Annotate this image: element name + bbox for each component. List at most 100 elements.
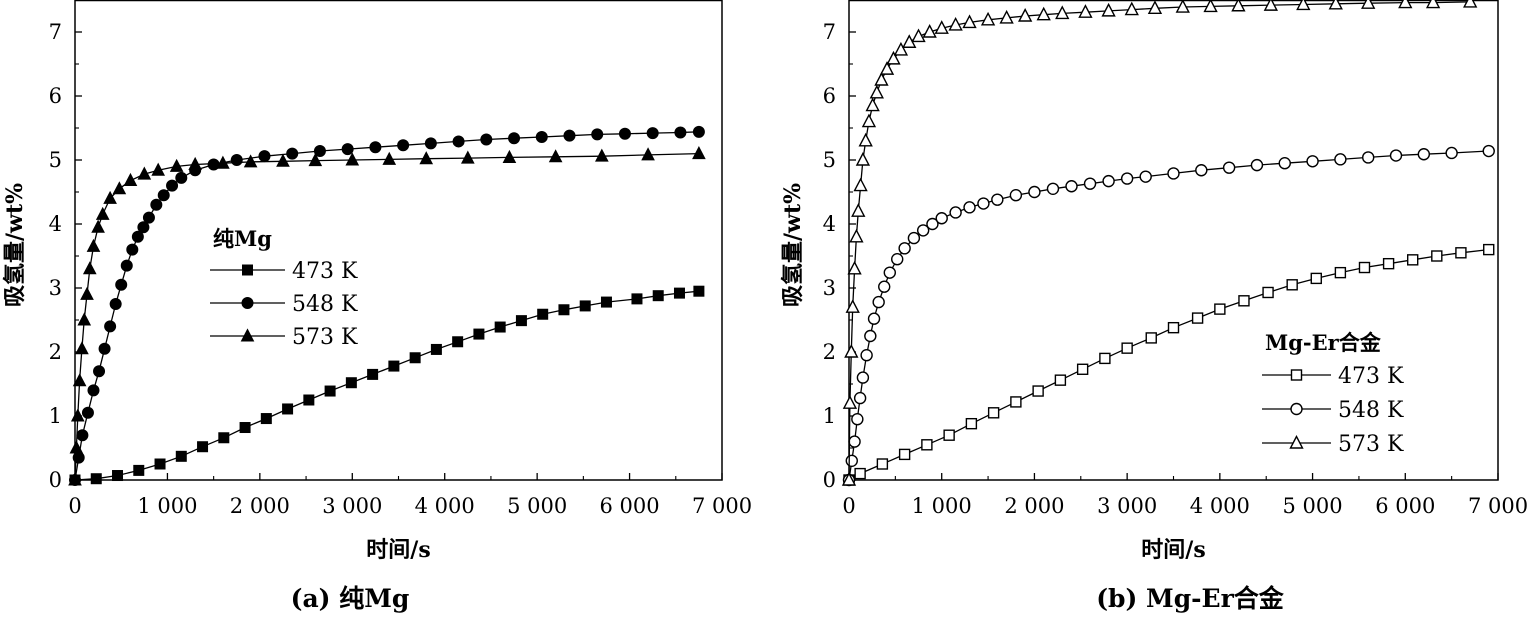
circle-marker	[1102, 174, 1115, 188]
square-marker	[1455, 247, 1467, 259]
panel-caption: (b) Mg-Er合金	[1096, 584, 1285, 613]
square-marker	[90, 473, 102, 485]
square-marker	[494, 321, 506, 333]
legend-label: 573 K	[1338, 432, 1404, 457]
triangle-marker	[849, 228, 864, 243]
circle-marker	[851, 413, 864, 426]
circle-marker	[397, 139, 410, 152]
triangle-marker	[80, 286, 94, 300]
square-marker	[324, 385, 336, 397]
legend: Mg-Er合金 473 K 548 K 573 K	[1262, 330, 1404, 457]
square-marker	[452, 336, 464, 348]
triangle-marker	[112, 181, 127, 195]
x-tick-label: 6 000	[1375, 494, 1435, 518]
triangle-marker	[77, 312, 92, 326]
circle-marker	[508, 132, 521, 145]
circle-marker	[1195, 164, 1208, 177]
triangle-marker	[1231, 0, 1246, 12]
triangle-marker	[922, 23, 937, 38]
circle-marker	[137, 221, 150, 234]
y-tick-label: 1	[49, 404, 62, 428]
circle-marker	[424, 137, 437, 150]
circle-marker	[591, 128, 604, 141]
circle-marker	[907, 231, 921, 245]
circle-marker	[935, 212, 948, 225]
square-marker	[1310, 272, 1322, 285]
circle-marker	[258, 150, 271, 163]
y-tick-label: 0	[49, 468, 62, 492]
square-marker	[1262, 286, 1274, 299]
triangle-marker	[879, 61, 895, 75]
triangle-marker	[188, 156, 202, 170]
triangle-marker	[243, 154, 258, 168]
x-tick-label: 0	[68, 494, 81, 518]
triangle-marker	[75, 341, 89, 355]
triangle-marker	[123, 172, 138, 186]
triangle-marker	[1101, 2, 1116, 17]
circle-marker	[1120, 172, 1134, 185]
square-marker	[409, 352, 421, 364]
square-marker	[898, 448, 911, 461]
triangle-marker	[893, 41, 909, 56]
square-marker	[175, 450, 187, 462]
triangle-marker	[502, 149, 517, 163]
circle-marker	[1139, 170, 1152, 183]
series-548k	[842, 144, 1495, 487]
square-marker	[537, 308, 549, 320]
triangle-marker	[855, 151, 871, 166]
circle-marker	[142, 211, 155, 224]
triangle-marker	[1361, 0, 1376, 9]
square-marker	[600, 296, 612, 308]
x-tick-label: 0	[842, 494, 855, 518]
circle-marker	[230, 154, 243, 166]
square-marker	[154, 458, 166, 470]
square-marker	[987, 407, 1000, 419]
circle-marker	[109, 298, 122, 310]
panel-caption: (a) 纯Mg	[291, 584, 410, 613]
circle-marker	[166, 179, 179, 192]
square-marker	[388, 360, 400, 372]
triangle-marker	[980, 11, 996, 26]
circle-marker	[848, 435, 861, 448]
x-tick-label: 7 000	[1468, 494, 1528, 518]
square-marker	[367, 368, 379, 380]
legend-triangle-marker	[1289, 434, 1304, 449]
x-axis-title: 时间/s	[1141, 537, 1205, 563]
x-tick-label: 2 000	[1004, 494, 1064, 518]
square-marker	[1054, 374, 1067, 386]
triangle-marker	[861, 113, 877, 128]
triangle-marker	[1463, 0, 1478, 8]
x-tick-label: 1 000	[912, 494, 972, 518]
circle-marker	[1306, 155, 1319, 168]
triangle-marker	[1018, 7, 1033, 22]
legend-label: 573 K	[292, 325, 358, 350]
circle-marker	[1250, 158, 1264, 172]
triangle-marker	[841, 471, 857, 486]
circle-marker	[1167, 167, 1180, 180]
y-tick-label: 2	[49, 340, 62, 364]
square-marker	[260, 413, 272, 425]
triangle-marker	[308, 153, 323, 167]
x-tick-label: 4 000	[1190, 494, 1250, 518]
triangle-marker	[911, 28, 926, 43]
circle-marker	[692, 125, 705, 138]
legend-square-marker	[242, 264, 253, 276]
y-tick-label: 7	[49, 20, 62, 44]
series-573k	[841, 0, 1478, 486]
y-tick-label: 4	[49, 212, 62, 236]
square-marker	[112, 470, 124, 482]
square-marker	[854, 467, 866, 480]
y-tick-label: 0	[823, 468, 836, 492]
circle-marker	[1083, 177, 1097, 190]
square-marker	[1076, 363, 1089, 375]
square-marker	[1032, 385, 1044, 397]
triangle-marker	[1263, 0, 1279, 11]
x-tick-label: 7 000	[692, 494, 752, 518]
circle-marker	[949, 206, 962, 219]
circle-marker	[864, 329, 877, 343]
circle-marker	[878, 280, 891, 293]
triangle-marker	[86, 238, 101, 252]
triangle-marker	[869, 84, 884, 99]
circle-marker	[963, 201, 976, 214]
circle-marker	[87, 384, 100, 397]
